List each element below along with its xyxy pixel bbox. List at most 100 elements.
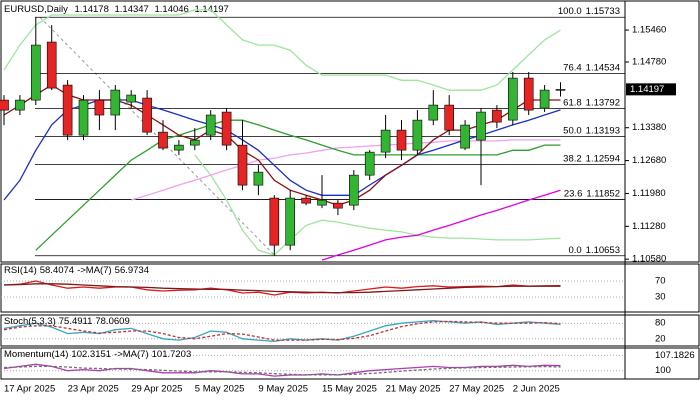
indicator-line <box>321 189 561 261</box>
fib-label: 61.8 1.13792 <box>563 97 620 108</box>
candle-body <box>78 99 89 136</box>
x-tick-label: 9 May 2025 <box>258 384 308 395</box>
candle-body <box>190 139 200 146</box>
panel-title-part: 102.3151 <box>71 349 111 360</box>
candle-body <box>269 197 280 246</box>
candle-body <box>30 44 41 101</box>
candle-body <box>539 89 550 109</box>
indicator-line <box>3 280 561 296</box>
y-tick-label: 80 <box>655 318 666 329</box>
fib-price: 1.10653 <box>586 244 620 255</box>
fib-price: 1.14534 <box>586 62 620 73</box>
x-tick-label: 15 May 2025 <box>322 384 377 395</box>
panel-title-part: 75.4911 <box>59 316 93 327</box>
candle-body <box>428 104 439 121</box>
candle-body <box>396 129 407 151</box>
panel-title-part: 56.9734 <box>115 265 149 276</box>
fib-level: 61.8 <box>563 97 582 108</box>
x-tick-label: 29 Apr 2025 <box>131 384 182 395</box>
chart-header: EURUSD,Daily 1.14178 1.14347 1.14046 1.1… <box>4 4 229 15</box>
panel-title-part: 58.4074 <box>40 265 74 276</box>
panel-title-part: Stoch(5,3,3) <box>4 316 56 327</box>
candle-body <box>158 131 168 149</box>
fib-price: 1.12594 <box>586 153 620 164</box>
candle-body <box>460 124 470 149</box>
stoch-frame <box>0 314 700 347</box>
candle-body <box>412 119 423 151</box>
fib-level: 23.6 <box>564 188 583 199</box>
indicator-line <box>3 320 561 341</box>
fib-level: 38.2 <box>563 153 582 164</box>
indicator-line <box>3 363 561 377</box>
candle-body <box>444 104 455 131</box>
candle-body <box>523 77 534 111</box>
fib-label: 0.0 1.10653 <box>568 244 620 255</box>
indicator-line <box>3 9 561 91</box>
main-frame <box>0 0 700 263</box>
panel-title: RSI(14) 58.4074 ->MA(7) 56.9734 <box>4 265 149 276</box>
y-tick-label: 30 <box>655 292 666 303</box>
candle-body <box>380 129 391 153</box>
y-tick-label: 1.10580 <box>632 254 666 265</box>
candle-body <box>333 202 343 209</box>
candle-body <box>364 151 375 176</box>
y-tick-label: 1.14780 <box>632 56 666 67</box>
x-tick-label: 5 May 2025 <box>195 384 245 395</box>
candle-body <box>317 199 327 206</box>
y-tick-label: 1.13380 <box>632 122 666 133</box>
fib-level: 50.0 <box>563 125 582 136</box>
x-tick-label: 23 Apr 2025 <box>68 384 119 395</box>
candle-body <box>555 89 566 91</box>
panel-title-part: Momentum(14) <box>4 349 68 360</box>
y-tick-label: 1.11280 <box>632 221 666 232</box>
candle-body <box>46 41 57 89</box>
quote-high: 1.14347 <box>115 4 149 15</box>
indicator-line <box>3 365 561 376</box>
quote-close: 1.14197 <box>194 4 228 15</box>
quote-open: 1.14178 <box>75 4 109 15</box>
x-tick-label: 17 Apr 2025 <box>4 384 55 395</box>
panel-title: Momentum(14) 102.3151 ->MA(7) 101.7203 <box>4 349 191 360</box>
panel-title-part: ->MA(7) <box>77 265 112 276</box>
fib-level: 76.4 <box>563 62 582 73</box>
fib-label: 50.0 1.13193 <box>563 125 620 136</box>
fib-level: 0.0 <box>568 244 581 255</box>
y-tick-label: 70 <box>655 276 666 287</box>
candle-body <box>492 109 502 123</box>
indicator-line <box>194 154 561 256</box>
fib-price: 1.15733 <box>586 6 620 17</box>
candle-body <box>348 174 359 206</box>
candle-body <box>507 77 518 121</box>
candle-body <box>476 111 486 141</box>
panel-title: Stoch(5,3,3) 75.4911 78.0609 <box>4 316 130 327</box>
quote-low: 1.14046 <box>154 4 188 15</box>
candle-body <box>205 114 216 136</box>
price-box-label: 1.14197 <box>630 84 664 95</box>
candle-body <box>237 144 248 186</box>
panel-title-part: ->MA(7) <box>114 349 149 360</box>
candle-body <box>253 171 264 186</box>
momentum-frame <box>0 347 700 380</box>
candle-body <box>142 97 152 133</box>
indicator-line <box>35 119 561 251</box>
candle-body <box>94 99 105 116</box>
fib-level: 100.0 <box>558 6 582 17</box>
panel-title-part: 101.7203 <box>152 349 192 360</box>
y-tick-label: 1.15460 <box>632 25 666 36</box>
fib-price: 1.13792 <box>586 97 620 108</box>
fib-label: 38.2 1.12594 <box>563 153 620 164</box>
fib-label: 100.0 1.15733 <box>558 6 620 17</box>
fib-label: 76.4 1.14534 <box>563 62 620 73</box>
candle-body <box>126 94 136 103</box>
fib-trend-line <box>39 16 276 257</box>
candle-body <box>301 197 311 204</box>
candle-body <box>221 111 232 146</box>
candle-body <box>0 99 9 111</box>
rsi-frame <box>0 263 700 313</box>
y-tick-label: 1.11980 <box>632 188 666 199</box>
y-tick-label: 100 <box>655 365 671 376</box>
x-tick-label: 21 May 2025 <box>386 384 441 395</box>
candle-body <box>110 89 121 116</box>
x-tick-label: 27 May 2025 <box>449 384 504 395</box>
